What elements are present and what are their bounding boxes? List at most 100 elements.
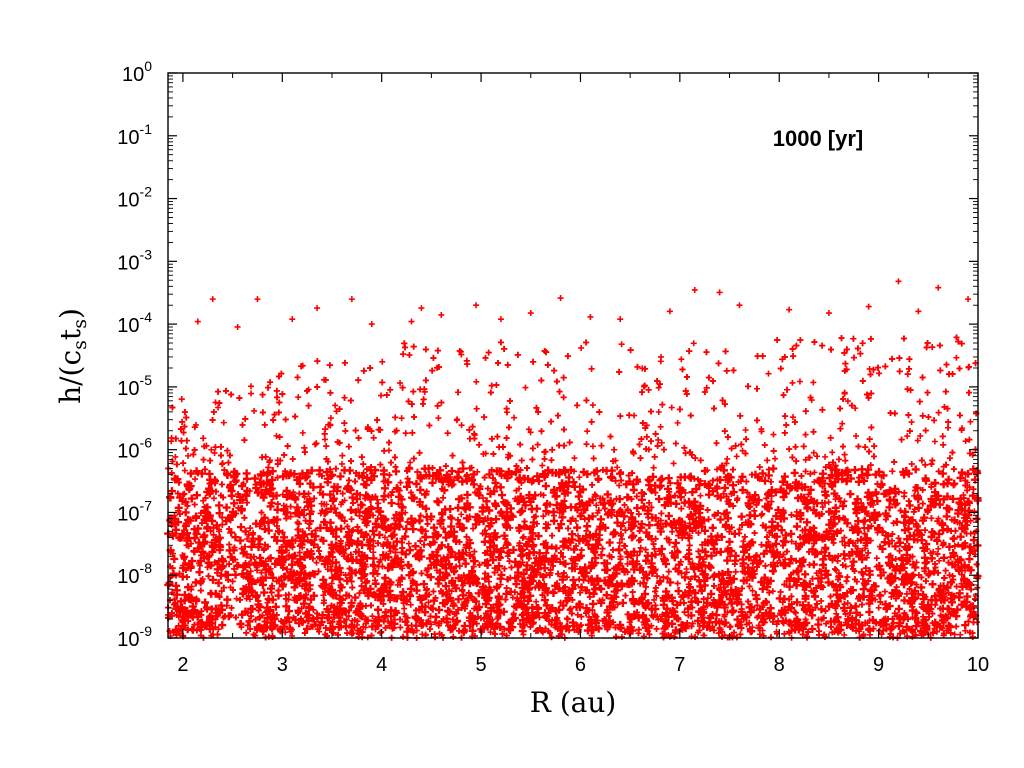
data-point <box>338 460 345 467</box>
data-point <box>669 528 676 535</box>
data-point <box>575 532 582 539</box>
data-point <box>339 452 346 459</box>
data-point <box>379 358 386 365</box>
data-point <box>657 423 664 430</box>
data-point <box>670 460 677 467</box>
data-point <box>454 416 461 423</box>
data-point <box>815 628 822 635</box>
data-point <box>931 438 938 445</box>
data-point <box>777 588 784 595</box>
data-point <box>873 555 880 562</box>
data-point <box>590 455 597 462</box>
data-point <box>772 455 779 462</box>
data-point <box>617 413 624 420</box>
data-point <box>527 429 534 436</box>
data-point <box>822 453 829 460</box>
data-point <box>588 365 595 372</box>
data-point <box>616 482 623 489</box>
data-point <box>789 414 796 421</box>
data-point <box>574 611 581 618</box>
data-point <box>697 492 704 499</box>
data-point <box>405 540 412 547</box>
data-point <box>370 434 377 441</box>
data-point <box>935 545 942 552</box>
data-point <box>829 449 836 456</box>
data-point <box>233 595 240 602</box>
data-point <box>400 633 407 640</box>
data-point <box>658 353 665 360</box>
data-point <box>295 394 302 401</box>
data-point <box>220 419 227 426</box>
data-point <box>485 349 492 356</box>
data-point <box>589 402 596 409</box>
data-point <box>832 566 839 573</box>
data-point <box>929 344 936 351</box>
data-point <box>509 594 516 601</box>
data-point <box>401 605 408 612</box>
data-point <box>751 529 758 536</box>
data-point <box>192 476 199 483</box>
data-point <box>802 431 809 438</box>
data-point <box>332 402 339 409</box>
data-point <box>841 451 848 458</box>
data-point <box>931 417 938 424</box>
data-point <box>244 536 251 543</box>
data-point <box>239 421 246 428</box>
data-point <box>881 588 888 595</box>
data-point <box>525 426 532 433</box>
data-point <box>951 631 958 638</box>
data-point <box>655 384 662 391</box>
data-point <box>208 446 215 453</box>
data-point <box>294 374 301 381</box>
data-point <box>534 441 541 448</box>
data-point <box>185 452 192 459</box>
data-point <box>458 511 465 518</box>
data-point <box>962 438 969 445</box>
data-point <box>248 383 255 390</box>
data-point <box>651 596 658 603</box>
data-point <box>700 559 707 566</box>
data-point <box>914 437 921 444</box>
data-point <box>844 398 851 405</box>
data-point <box>181 467 188 474</box>
data-point <box>397 380 404 387</box>
data-point <box>400 351 407 358</box>
data-point <box>312 441 319 448</box>
data-point <box>796 378 803 385</box>
data-point <box>936 557 943 564</box>
data-point <box>560 394 567 401</box>
data-point <box>407 601 414 608</box>
data-point <box>614 601 621 608</box>
data-point <box>470 525 477 532</box>
data-point <box>487 629 494 636</box>
data-point <box>541 455 548 462</box>
data-point <box>578 344 585 351</box>
data-point <box>261 421 268 428</box>
data-point <box>425 599 432 606</box>
data-point <box>674 580 681 587</box>
data-point <box>859 576 866 583</box>
data-point <box>713 440 720 447</box>
data-point <box>299 429 306 436</box>
data-point <box>377 392 384 399</box>
data-point <box>370 549 377 556</box>
data-point <box>810 449 817 456</box>
data-point <box>210 495 217 502</box>
data-point <box>844 574 851 581</box>
data-point <box>172 453 179 460</box>
data-point <box>341 359 348 366</box>
data-point <box>770 431 777 438</box>
data-point <box>614 464 621 471</box>
data-point <box>473 378 480 385</box>
data-point <box>653 625 660 632</box>
data-point <box>529 456 536 463</box>
data-point <box>742 427 749 434</box>
data-point <box>967 418 974 425</box>
data-point <box>583 441 590 448</box>
data-point <box>215 404 222 411</box>
data-point <box>398 415 405 422</box>
data-point <box>839 420 846 427</box>
data-point <box>397 624 404 631</box>
data-point <box>797 337 804 344</box>
